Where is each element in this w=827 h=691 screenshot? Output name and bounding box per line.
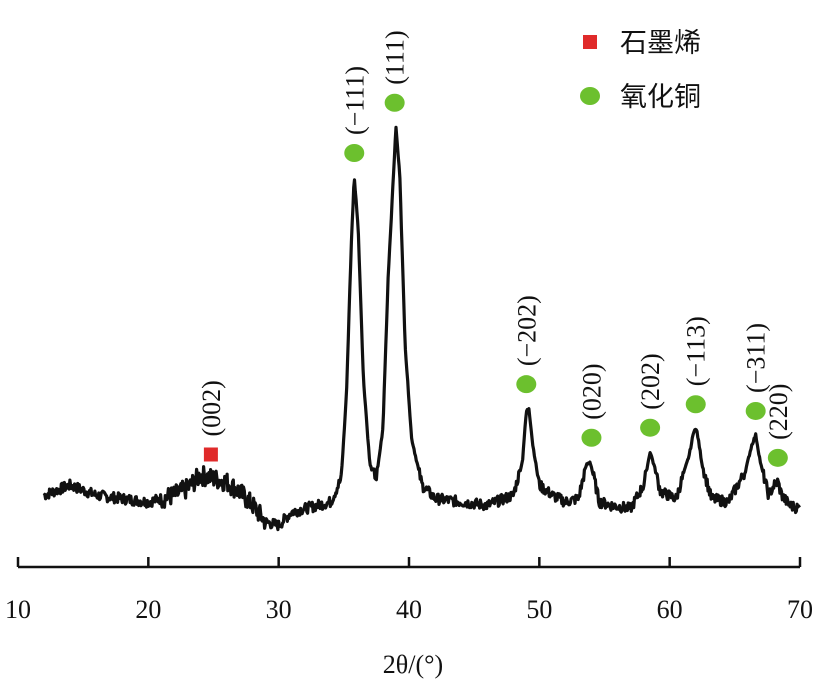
copper-oxide-marker <box>767 448 788 467</box>
peak-hkl-label: (202) <box>636 353 665 409</box>
peak-hkl-label: (220) <box>764 384 793 440</box>
peak-hkl-label: (−311) <box>742 323 771 393</box>
peak-hkl-label: (002) <box>197 380 226 436</box>
xrd-pattern-line <box>42 125 801 532</box>
markers-layer: (002) (−111) (111) (−202) (020) (202) (−113) (−… <box>197 30 793 467</box>
data-layer <box>42 125 801 532</box>
copper-oxide-marker <box>685 395 706 414</box>
peak-hkl-label: (−111) <box>340 66 369 135</box>
x-tick-label: 70 <box>787 595 813 624</box>
x-axis: 10 20 30 40 50 60 70 <box>5 557 813 624</box>
x-tick-label: 50 <box>526 595 552 624</box>
graphene-marker <box>203 447 218 462</box>
x-axis-label: 2θ/(°) <box>383 650 443 679</box>
x-tick-label: 10 <box>5 595 31 624</box>
legend-circle-icon <box>580 87 600 105</box>
copper-oxide-marker <box>745 401 766 420</box>
legend-square-icon <box>583 35 597 49</box>
copper-oxide-marker <box>384 93 405 112</box>
x-tick-label: 40 <box>396 595 422 624</box>
legend-label: 氧化铜 <box>620 82 701 113</box>
peak-hkl-label: (111) <box>381 30 410 84</box>
copper-oxide-marker <box>516 375 537 394</box>
peak-hkl-label: (−113) <box>682 316 711 386</box>
legend-label: 石墨烯 <box>620 28 701 59</box>
x-tick-label: 30 <box>266 595 292 624</box>
peak-hkl-label: (020) <box>577 363 606 419</box>
copper-oxide-marker <box>640 418 661 437</box>
x-tick-label: 20 <box>135 595 161 624</box>
x-tick-label: 60 <box>657 595 683 624</box>
copper-oxide-marker <box>581 428 602 447</box>
peak-hkl-label: (−202) <box>512 295 541 366</box>
copper-oxide-marker <box>344 144 365 162</box>
